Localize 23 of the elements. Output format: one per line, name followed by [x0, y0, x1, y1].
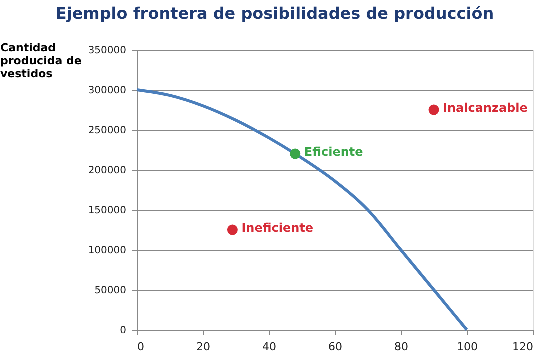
y-tick-label: 150000: [88, 206, 126, 216]
x-tick-label: 80: [394, 340, 408, 354]
y-tick-label: 250000: [88, 126, 126, 136]
y-axis-title: Cantidad producida de vestidos: [0, 42, 82, 80]
y-tick-label: 50000: [94, 286, 126, 296]
series-label: Ineficiente: [242, 221, 314, 235]
x-tick-label: 40: [262, 340, 276, 354]
x-tick-label: 60: [328, 340, 342, 354]
y-tick-label: 0: [120, 326, 126, 336]
chart-title: Ejemplo frontera de posibilidades de producción: [56, 4, 494, 23]
y-tick-label: 100000: [88, 246, 126, 256]
x-tick-label: 0: [138, 340, 144, 354]
y-tick-label: 300000: [88, 86, 126, 96]
point: [428, 104, 440, 116]
series-label: Inalcanzable: [443, 101, 528, 115]
point: [290, 148, 301, 160]
x-tick-label: 20: [196, 340, 210, 354]
series-label: Eficiente: [304, 145, 364, 159]
x-tick-label: 120: [512, 340, 534, 354]
point: [227, 224, 238, 236]
y-tick-label: 350000: [88, 46, 126, 56]
y-tick-label: 200000: [88, 166, 126, 176]
x-tick-label: 100: [457, 340, 478, 354]
